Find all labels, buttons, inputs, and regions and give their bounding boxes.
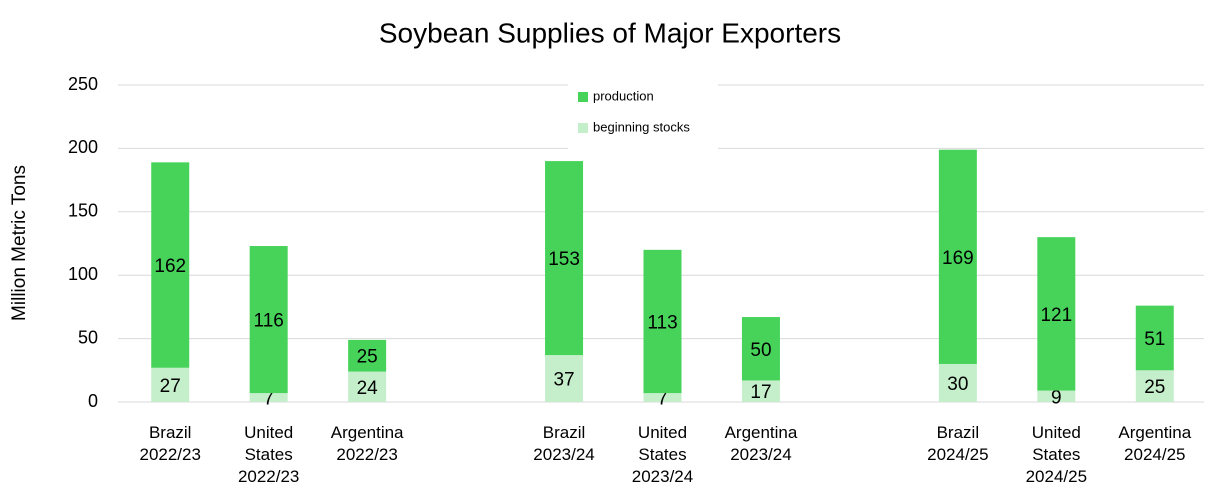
data-label: 113 bbox=[647, 312, 677, 333]
legend-label: beginning stocks bbox=[593, 119, 690, 134]
x-tick-label: Brazil 2024/25 bbox=[927, 423, 989, 464]
data-label: 50 bbox=[750, 340, 771, 361]
x-tick-label: Argentina 2023/24 bbox=[724, 423, 798, 464]
x-tick-label: Brazil 2022/23 bbox=[139, 423, 201, 464]
bar-segment bbox=[1135, 305, 1174, 371]
x-tick-label: United States 2024/25 bbox=[1025, 423, 1088, 486]
x-tick-label: Argentina 2024/25 bbox=[1118, 423, 1192, 464]
data-label: 7 bbox=[263, 389, 274, 410]
bar-segment bbox=[348, 371, 387, 402]
data-label: 37 bbox=[553, 370, 574, 391]
data-label: 121 bbox=[1040, 305, 1072, 326]
bar-segment bbox=[643, 393, 682, 402]
legend-box bbox=[568, 82, 718, 152]
bar-segment bbox=[938, 363, 977, 402]
x-tick-label: Argentina 2022/23 bbox=[330, 423, 404, 464]
bar-segment bbox=[249, 246, 288, 394]
bar-segment bbox=[1037, 390, 1076, 402]
bar-segment bbox=[151, 162, 190, 368]
y-tick-label: 50 bbox=[78, 327, 98, 347]
bar-segment bbox=[545, 355, 584, 402]
x-tick-label: United States 2022/23 bbox=[237, 423, 300, 486]
legend-label: production bbox=[593, 88, 654, 103]
y-tick-label: 150 bbox=[68, 201, 98, 221]
data-label: 25 bbox=[1144, 377, 1165, 398]
data-label: 9 bbox=[1051, 387, 1062, 408]
data-label: 169 bbox=[942, 248, 974, 269]
y-tick-label: 250 bbox=[68, 74, 98, 94]
bar-segment bbox=[249, 393, 288, 402]
bar-segment bbox=[545, 161, 584, 356]
data-label: 116 bbox=[254, 311, 284, 332]
y-tick-label: 100 bbox=[68, 264, 98, 284]
bar-segment bbox=[348, 339, 387, 372]
legend-swatch bbox=[578, 123, 588, 133]
data-label: 30 bbox=[947, 374, 968, 395]
bar-segment bbox=[151, 367, 190, 402]
bar-segment bbox=[741, 380, 780, 402]
data-label: 25 bbox=[357, 347, 378, 368]
y-axis-label: Million Metric Tons bbox=[9, 165, 30, 321]
data-label: 24 bbox=[357, 378, 379, 399]
y-tick-label: 0 bbox=[88, 391, 98, 411]
data-label: 17 bbox=[750, 382, 771, 403]
x-tick-label: Brazil 2023/24 bbox=[533, 423, 595, 464]
legend-swatch bbox=[578, 92, 588, 102]
bar-segment bbox=[938, 149, 977, 364]
bar-segment bbox=[643, 249, 682, 394]
chart-title: Soybean Supplies of Major Exporters bbox=[379, 17, 841, 48]
data-label: 27 bbox=[160, 376, 181, 397]
data-label: 7 bbox=[657, 389, 668, 410]
bar-segment bbox=[1135, 370, 1174, 402]
x-tick-label: United States 2023/24 bbox=[631, 423, 694, 486]
y-tick-label: 200 bbox=[68, 137, 98, 157]
bar-segment bbox=[741, 317, 780, 381]
bar-segment bbox=[1037, 237, 1076, 391]
data-label: 51 bbox=[1144, 329, 1165, 350]
data-label: 153 bbox=[548, 249, 580, 270]
data-label: 162 bbox=[154, 256, 186, 277]
